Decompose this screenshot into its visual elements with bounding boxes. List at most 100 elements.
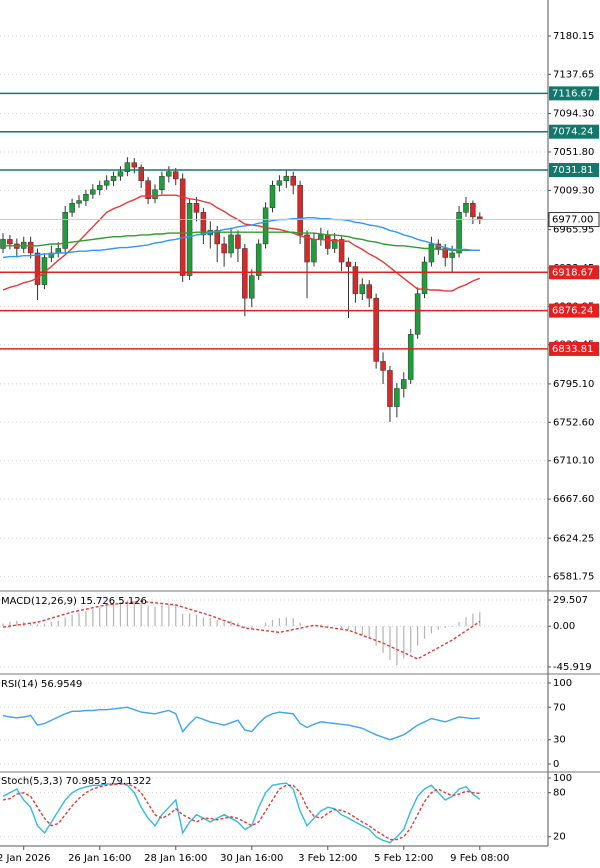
- level-label: 7116.67: [552, 88, 593, 99]
- candle-body: [214, 230, 220, 245]
- histogram-bar: [472, 613, 474, 627]
- panel: [0, 777, 548, 844]
- histogram-bar: [382, 626, 384, 653]
- histogram-bar: [168, 604, 170, 627]
- candle-body: [193, 203, 200, 213]
- panel-title: RSI(14) 56.9549: [1, 679, 82, 690]
- histogram-bar: [154, 606, 156, 627]
- histogram-bar: [264, 622, 267, 627]
- y-tick-label: 100: [553, 678, 572, 689]
- histogram-bar: [92, 609, 94, 627]
- y-tick-label: -45.919: [553, 662, 592, 673]
- axis: 29.507 0.00 -45.919: [548, 595, 592, 673]
- candle-body: [166, 171, 172, 177]
- panel: [0, 35, 548, 578]
- histogram-bar: [202, 617, 204, 627]
- histogram-bar: [389, 626, 391, 660]
- histogram-bar: [347, 626, 350, 630]
- y-tick-label: 6667.60: [553, 494, 594, 505]
- histogram-bar: [285, 617, 287, 627]
- y-tick-label: 7137.65: [553, 69, 594, 80]
- histogram-bar: [403, 626, 405, 659]
- histogram-bar: [437, 626, 439, 630]
- indicator-line: [3, 231, 480, 251]
- candle-body: [221, 243, 227, 254]
- histogram-bar: [271, 619, 274, 627]
- y-tick-label: 7009.30: [553, 185, 594, 196]
- histogram-bar: [396, 626, 398, 666]
- histogram-bar: [85, 611, 87, 627]
- histogram-bar: [368, 626, 370, 639]
- x-tick-label: 30 Jan 16:00: [220, 853, 283, 864]
- candle-body: [262, 207, 269, 245]
- panel-title: Stoch(5,3,3) 70.9853 79.1322: [1, 776, 152, 787]
- x-tick-label: 9 Feb 08:00: [450, 853, 509, 864]
- level-label-box: [549, 303, 599, 318]
- y-tick-label: 80: [553, 788, 566, 799]
- candle-body: [428, 243, 435, 263]
- histogram-bar: [423, 626, 426, 639]
- candle-body: [76, 200, 82, 204]
- level-label: 6876.24: [552, 306, 593, 317]
- candle-body: [269, 184, 276, 209]
- candle-body: [394, 388, 400, 407]
- histogram-bar: [209, 618, 211, 627]
- indicator-line: [2, 600, 481, 660]
- histogram-bar: [251, 626, 253, 629]
- candle-body: [179, 178, 186, 276]
- candle-body: [0, 239, 6, 249]
- y-tick-label: 20: [553, 832, 566, 843]
- candle-body: [145, 180, 151, 200]
- candle-body: [27, 241, 34, 254]
- histogram-bar: [43, 623, 46, 627]
- histogram-bar: [230, 620, 232, 627]
- histogram-bar: [444, 626, 446, 628]
- y-tick-label: 7094.30: [553, 109, 594, 120]
- histogram-bar: [465, 617, 467, 627]
- level-label-box: [549, 163, 599, 178]
- candle-body: [373, 297, 379, 362]
- histogram-bar: [147, 605, 149, 627]
- histogram-bar: [30, 622, 32, 627]
- histogram-bar: [479, 612, 481, 627]
- histogram-bar: [161, 604, 163, 627]
- histogram-bar: [57, 620, 59, 627]
- histogram-bar: [195, 614, 198, 627]
- indicator-line: [2, 194, 481, 292]
- candle-body: [186, 203, 193, 276]
- histogram-bar: [458, 621, 460, 627]
- histogram-bar: [410, 626, 412, 653]
- histogram-bar: [9, 621, 11, 627]
- histogram-bar: [313, 625, 315, 627]
- level-label: 7074.24: [552, 127, 593, 138]
- axis: 100 80 20: [548, 773, 572, 843]
- candle-body: [304, 234, 310, 263]
- candle-body: [470, 203, 476, 218]
- candle-body: [131, 162, 138, 168]
- panel-title: MACD(12,26,9) 15.726 5.126: [1, 596, 147, 607]
- y-tick-label: 29.507: [553, 595, 588, 606]
- y-tick-label: 0: [553, 759, 559, 770]
- histogram-bar: [327, 625, 329, 627]
- indicator-line: [2, 782, 481, 844]
- panel: [0, 682, 548, 765]
- candle-body: [83, 194, 89, 201]
- candle-body: [463, 203, 469, 213]
- histogram-bar: [140, 603, 142, 627]
- candle-body: [338, 239, 345, 263]
- histogram-bar: [361, 626, 363, 636]
- level-label-box: [549, 124, 599, 139]
- histogram-bar: [2, 623, 4, 627]
- histogram-bar: [258, 626, 260, 627]
- y-tick-label: 7051.80: [553, 147, 594, 158]
- histogram-bar: [106, 605, 108, 627]
- histogram-bar: [119, 602, 122, 627]
- level-label: 7031.81: [552, 165, 593, 176]
- candle-body: [442, 248, 448, 258]
- x-tick-label: 26 Jan 16:00: [68, 853, 131, 864]
- histogram-bar: [430, 626, 433, 634]
- histogram-bar: [334, 625, 336, 627]
- histogram-bar: [375, 626, 377, 646]
- y-tick-label: 70: [553, 702, 566, 713]
- x-tick-label: 28 Jan 16:00: [144, 853, 207, 864]
